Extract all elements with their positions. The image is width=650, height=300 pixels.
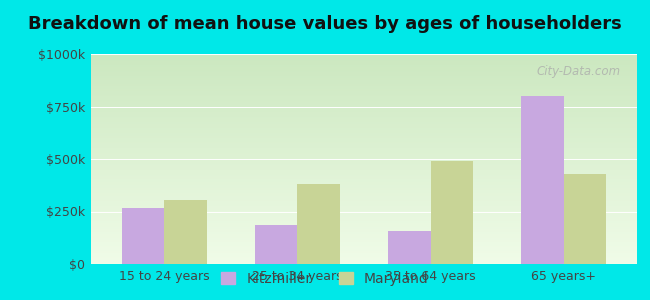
Bar (122, 208, 164, 264)
Legend: Kitzmiller, Maryland: Kitzmiller, Maryland (217, 268, 433, 290)
Text: City-Data.com: City-Data.com (536, 64, 621, 77)
Bar (430, 161, 473, 264)
Bar (564, 174, 606, 264)
Bar (298, 184, 340, 264)
Bar (521, 96, 564, 264)
Bar (388, 232, 430, 264)
Bar (255, 225, 298, 264)
Text: Breakdown of mean house values by ages of householders: Breakdown of mean house values by ages o… (28, 15, 622, 33)
Bar (164, 200, 207, 264)
